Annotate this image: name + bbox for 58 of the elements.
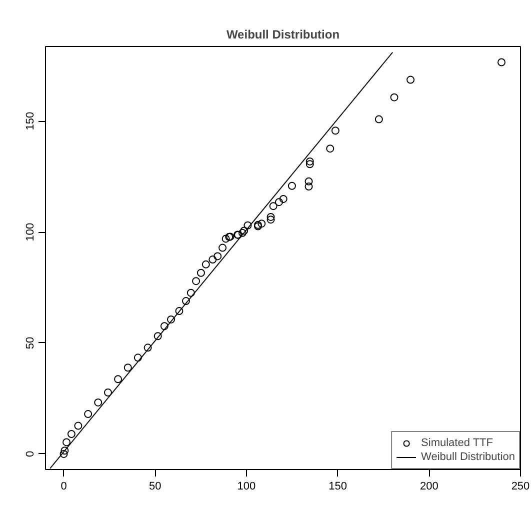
point [67, 430, 76, 438]
point [144, 344, 152, 352]
y-tick-label: 0 [24, 450, 36, 458]
point [274, 198, 283, 206]
point [306, 157, 314, 166]
point [288, 182, 296, 190]
point [214, 252, 222, 260]
point [74, 422, 82, 430]
x-tick-label: 0 [60, 480, 67, 492]
point [202, 260, 210, 268]
point [196, 268, 205, 277]
point [84, 410, 92, 418]
point [331, 126, 340, 135]
point [160, 322, 168, 330]
point [269, 202, 278, 210]
point [186, 288, 195, 297]
point [124, 364, 132, 372]
point [208, 256, 217, 264]
point [154, 332, 162, 340]
point [266, 216, 275, 224]
y-tick-label: 150 [24, 112, 36, 130]
point [306, 160, 314, 168]
point [279, 194, 288, 203]
point [134, 354, 142, 362]
x-tick-label: 250 [511, 480, 530, 492]
point [62, 438, 71, 446]
point [175, 307, 184, 316]
point [498, 58, 506, 66]
point [390, 93, 398, 102]
x-tick-label: 200 [420, 480, 438, 492]
point [304, 177, 313, 186]
point [374, 115, 383, 124]
x-tick-label: 150 [328, 480, 347, 492]
point [60, 450, 68, 458]
point [266, 212, 275, 221]
point [182, 297, 190, 306]
point [94, 398, 102, 406]
point [222, 234, 230, 243]
point [326, 144, 334, 153]
point [104, 388, 112, 396]
legend-label: Weibull Distribution [421, 450, 515, 464]
point [304, 182, 313, 191]
point [167, 315, 176, 324]
y-tick-label: 100 [24, 222, 36, 242]
legend-label: Simulated TTF [421, 436, 493, 450]
point [218, 244, 227, 252]
point [240, 226, 248, 235]
point [60, 446, 69, 455]
point [258, 220, 266, 228]
chart-title: Weibull Distribution [226, 28, 340, 42]
x-tick-label: 100 [237, 480, 256, 492]
point [244, 221, 252, 230]
point [192, 277, 200, 286]
x-tick-label: 50 [149, 480, 162, 492]
point [114, 375, 122, 384]
y-tick-label: 50 [24, 336, 36, 350]
point [238, 228, 246, 237]
point [406, 76, 415, 84]
